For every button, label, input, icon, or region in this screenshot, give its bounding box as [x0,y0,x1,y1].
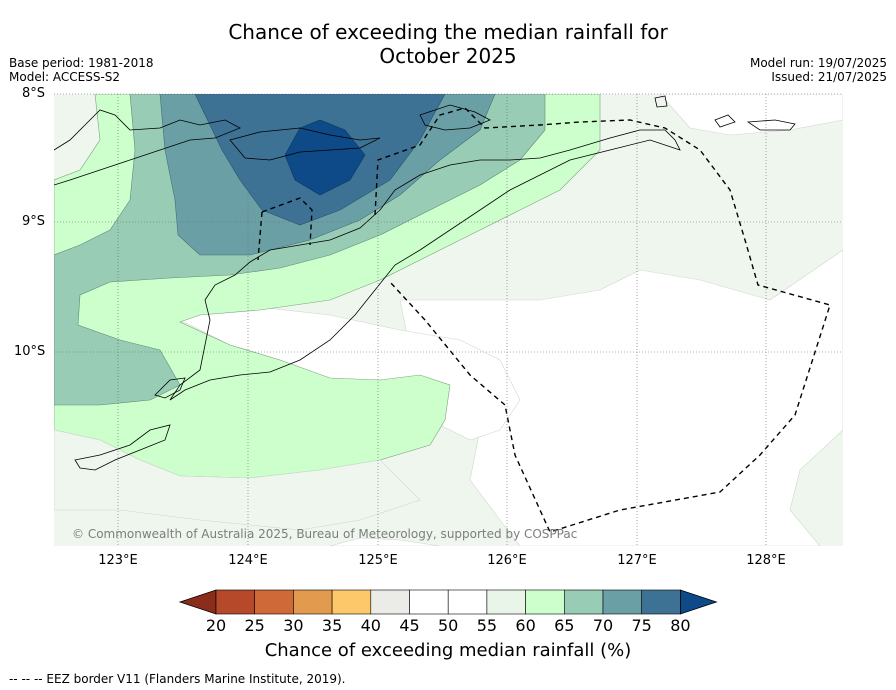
colorbar-tick-label: 75 [631,616,652,635]
colorbar-tick-label: 50 [438,616,459,635]
small-island-2 [714,114,736,128]
model-run: Model run: 19/07/2025 [749,56,887,70]
colorbar-tick-label: 55 [476,616,498,635]
issued-date: Issued: 21/07/2025 [771,70,887,84]
lat-label-8s: 8°S [22,86,46,101]
colorbar-tick-label: 65 [554,616,575,635]
lat-label-10s: 10°S [14,344,46,359]
eez-main [374,107,831,533]
colorbar-swatch-45-50 [409,589,449,615]
colorbar [178,589,718,615]
map-fill-layer [54,94,843,546]
colorbar-swatch-25-30 [254,589,294,615]
small-island-1 [654,95,668,108]
region-80-plus [284,119,366,196]
eez-north-2 [257,211,263,261]
alor-coast [229,127,381,161]
eez-legend-footer: -- -- -- EEZ border V11 (Flanders Marine… [9,672,346,686]
meta-left: Base period: 1981-2018 Model: ACCESS-S2 [9,56,154,84]
colorbar-swatch-70-75 [602,589,643,615]
colorbar-tick-label: 40 [360,616,381,635]
colorbar-swatch-75-80 [641,589,681,615]
rote-coast [154,377,186,399]
colorbar-swatch-50-55 [447,589,488,615]
flores-coast [54,109,241,186]
meta-right: Model run: 19/07/2025 Issued: 21/07/2025 [750,56,887,84]
lon-label-126e: 126°E [487,553,527,568]
coastlines [54,95,796,471]
colorbar-tick-label: 45 [399,616,420,635]
map-title: Chance of exceeding the median rainfall … [0,20,896,68]
wetar-coast [419,104,491,131]
lon-label-125e: 125°E [358,553,398,568]
colorbar-swatch-60-65 [525,589,565,615]
lon-label-127e: 127°E [617,553,657,568]
model-name: Model: ACCESS-S2 [9,70,121,84]
colorbar-swatch-20-25 [215,589,256,615]
eez-border [257,107,831,533]
colorbar-swatch-55-60 [486,589,526,615]
copyright-notice: © Commonwealth of Australia 2025, Bureau… [72,527,578,541]
colorbar-swatches [178,589,718,615]
colorbar-swatch-30-35 [293,589,333,615]
small-island-3 [746,119,796,131]
colorbar-tick-label: 80 [670,616,691,635]
graticule [54,93,843,546]
region-55-60-bl [54,429,421,531]
lon-label-128e: 128°E [746,553,786,568]
title-line-1: Chance of exceeding the median rainfall … [228,20,668,44]
rainfall-map [54,93,843,546]
colorbar-tick-label: 35 [321,616,343,635]
colorbar-tick-label: 20 [205,616,227,635]
lat-label-9s: 9°S [22,214,46,229]
colorbar-swatch-65-70 [563,589,604,615]
title-line-2: October 2025 [379,44,517,68]
eez-north [261,197,313,246]
colorbar-tick-label: 25 [244,616,265,635]
lon-label-123e: 123°E [98,553,138,568]
colorbar-extend-low [178,589,217,615]
colorbar-tick-label: 70 [592,616,614,635]
colorbar-swatch-35-40 [331,589,372,615]
colorbar-tick-label: 30 [283,616,304,635]
colorbar-title: Chance of exceeding median rainfall (%) [264,640,632,661]
lon-label-124e: 124°E [228,553,268,568]
base-period: Base period: 1981-2018 [9,56,154,70]
sumba-coast [74,424,171,471]
colorbar-extend-high [680,589,718,615]
timor-coast [169,129,681,401]
region-white-bottom [329,537,441,546]
colorbar-tick-label: 60 [515,616,536,635]
colorbar-swatch-40-45 [370,589,410,615]
